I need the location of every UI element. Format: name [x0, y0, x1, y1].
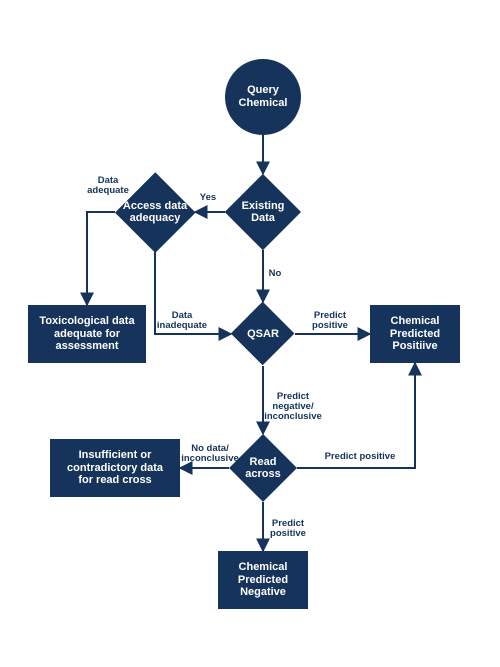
node-read: Read across	[229, 434, 297, 502]
edge-label-e_qsar_pos: Predict positive	[290, 311, 370, 331]
edge-label-e_read_pos: Predict positive	[320, 452, 400, 462]
node-label-query: Query Chemical	[239, 84, 288, 109]
node-positive: Chemical Predicted Positiive	[370, 305, 460, 363]
node-adequacy: Access data adequacy	[115, 172, 195, 252]
edge-label-e_qsar_read: Predict negative/ inconclusive	[253, 392, 333, 422]
node-label-positive: Chemical Predicted Positiive	[390, 315, 440, 353]
node-label-insuff: Insufficient or contradictory data for r…	[67, 449, 163, 487]
node-label-negative: Chemical Predicted Negative	[238, 561, 288, 599]
node-label-tox: Toxicological data adequate for assessme…	[39, 315, 134, 353]
node-label-adequacy: Access data adequacy	[115, 172, 195, 252]
edge-e_adeq_tox	[87, 212, 115, 305]
node-insuff: Insufficient or contradictory data for r…	[50, 439, 180, 497]
node-label-read: Read across	[229, 434, 297, 502]
edge-label-e_adeq_qsar: Data inadequate	[142, 311, 222, 331]
node-label-existing: Existing Data	[225, 174, 301, 250]
node-qsar: QSAR	[231, 302, 295, 366]
edge-label-e_read_neg: Predict positive	[248, 519, 328, 539]
edge-label-e_existing_qsar: No	[235, 269, 315, 279]
node-tox: Toxicological data adequate for assessme…	[28, 305, 146, 363]
node-negative: Chemical Predicted Negative	[218, 551, 308, 609]
node-query: Query Chemical	[225, 59, 301, 135]
node-label-qsar: QSAR	[231, 302, 295, 366]
node-existing: Existing Data	[225, 174, 301, 250]
